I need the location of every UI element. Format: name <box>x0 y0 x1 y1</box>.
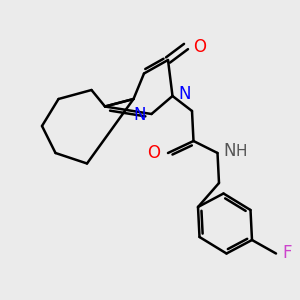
Text: F: F <box>283 244 292 262</box>
Text: N: N <box>223 142 236 160</box>
Text: H: H <box>236 144 247 159</box>
Text: N: N <box>134 106 146 124</box>
Text: O: O <box>194 38 206 56</box>
Text: N: N <box>178 85 190 103</box>
Text: O: O <box>148 144 160 162</box>
